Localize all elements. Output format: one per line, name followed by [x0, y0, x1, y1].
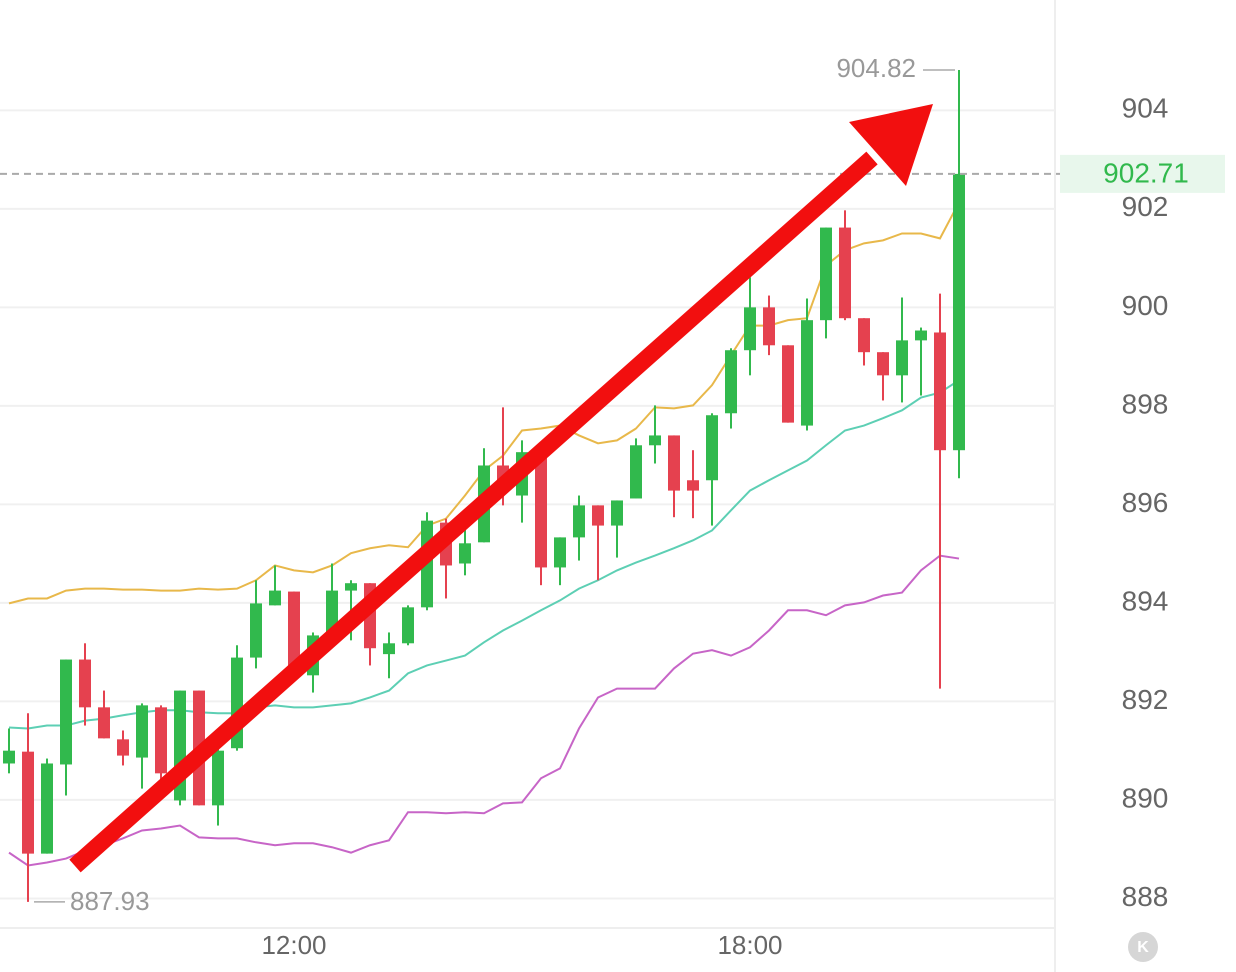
candle-body [801, 320, 813, 426]
candle-body [554, 537, 566, 568]
y-tick-label: 898 [1122, 388, 1169, 419]
candle-body [953, 173, 965, 451]
candle-body [383, 643, 395, 655]
y-tick-label: 900 [1122, 290, 1169, 321]
k-button-label[interactable]: K [1137, 939, 1149, 956]
candle-body [345, 583, 357, 591]
candle-body [79, 659, 91, 708]
candle-body [630, 445, 642, 499]
candle-body [22, 751, 34, 854]
candle-body [725, 350, 737, 414]
candle-body [649, 435, 661, 446]
low-label: 887.93 [70, 886, 150, 916]
candle-body [782, 345, 794, 423]
candle-body [706, 415, 718, 481]
candle-body [3, 750, 15, 764]
candle-body [136, 705, 148, 758]
y-tick-label: 892 [1122, 684, 1169, 715]
candle-body [98, 707, 110, 739]
candle-body [592, 505, 604, 526]
y-tick-label: 890 [1122, 782, 1169, 813]
last-price-box [1060, 154, 1225, 193]
candle-body [288, 591, 300, 666]
y-tick-label: 894 [1122, 585, 1169, 616]
y-tick-label: 904 [1122, 93, 1169, 124]
high-label: 904.82 [836, 53, 916, 83]
candle-body [269, 590, 281, 606]
candle-body [877, 352, 889, 376]
band-line [8, 554, 960, 867]
candle-body [611, 500, 623, 526]
k-button-circle[interactable] [1128, 932, 1158, 962]
candle-body [763, 307, 775, 346]
candle-body [41, 763, 53, 854]
candle-body [117, 739, 129, 756]
candle-body [820, 227, 832, 321]
candle-body [858, 318, 870, 353]
candle-body [573, 505, 585, 538]
candle-body [212, 750, 224, 806]
y-tick-label: 902 [1122, 191, 1169, 222]
candle-body [687, 480, 699, 491]
candle-body [250, 603, 262, 658]
x-tick-label: 12:00 [261, 930, 326, 960]
band-line [8, 379, 960, 730]
band-line [8, 201, 960, 605]
candle-body [744, 307, 756, 351]
arrow-shaft [69, 151, 878, 873]
candle-body [459, 543, 471, 564]
candle-body [535, 457, 547, 568]
candle-body [155, 707, 167, 774]
candle-body [668, 435, 680, 491]
arrow-head [849, 104, 933, 186]
y-tick-label: 896 [1122, 487, 1169, 518]
candle-body [402, 607, 414, 644]
x-tick-label: 18:00 [717, 930, 782, 960]
candle-body [915, 330, 927, 341]
candle-body [839, 227, 851, 319]
candle-body [60, 659, 72, 765]
y-tick-label: 888 [1122, 881, 1169, 912]
last-price-label: 902.71 [1103, 157, 1189, 188]
candle-body [896, 340, 908, 376]
trend-arrow [69, 104, 933, 873]
candle-body [934, 332, 946, 451]
k-button[interactable]: K [1128, 932, 1158, 962]
